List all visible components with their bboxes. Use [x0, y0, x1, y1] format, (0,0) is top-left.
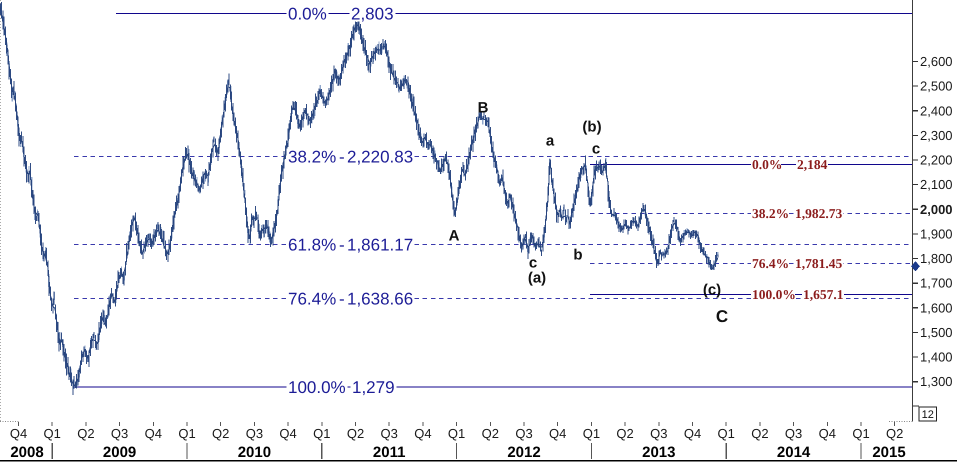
svg-text:Q1: Q1 [583, 426, 600, 441]
svg-text:1,400: 1,400 [920, 350, 953, 365]
svg-text:Q4: Q4 [819, 426, 836, 441]
svg-text:1,900: 1,900 [920, 226, 953, 241]
svg-text:Q1: Q1 [313, 426, 330, 441]
svg-text:-: - [339, 236, 345, 255]
svg-text:76.4%: 76.4% [288, 290, 336, 309]
svg-text:2,200: 2,200 [920, 153, 953, 168]
svg-text:1,861.17: 1,861.17 [347, 236, 413, 255]
svg-text:1,700: 1,700 [920, 276, 953, 291]
svg-text:Q2: Q2 [886, 426, 903, 441]
svg-text:Q3: Q3 [111, 426, 128, 441]
svg-text:1,638.66: 1,638.66 [347, 290, 413, 309]
svg-text:Q1: Q1 [44, 426, 61, 441]
svg-text:2009: 2009 [103, 444, 136, 461]
svg-text:1,279: 1,279 [352, 378, 395, 397]
svg-text:2,100: 2,100 [920, 177, 953, 192]
svg-text:c: c [592, 140, 600, 157]
svg-text:38.2%: 38.2% [288, 148, 336, 167]
svg-text:2008: 2008 [10, 444, 43, 461]
svg-text:2012: 2012 [507, 444, 540, 461]
svg-text:1,600: 1,600 [920, 300, 953, 315]
svg-text:Q1: Q1 [448, 426, 465, 441]
svg-text:Q4: Q4 [549, 426, 566, 441]
svg-text:12: 12 [922, 409, 934, 421]
svg-text:A: A [449, 227, 460, 244]
svg-text:0.0%: 0.0% [288, 5, 327, 24]
svg-text:2,803: 2,803 [351, 5, 394, 24]
svg-text:100.0%: 100.0% [752, 287, 796, 302]
svg-text:Q4: Q4 [414, 426, 431, 441]
svg-text:Q2: Q2 [212, 426, 229, 441]
svg-text:2,000: 2,000 [920, 202, 953, 217]
svg-text:38.2%: 38.2% [752, 206, 789, 221]
svg-text:a: a [546, 132, 555, 149]
svg-text:(b): (b) [582, 118, 601, 135]
svg-text:-: - [339, 290, 345, 309]
svg-text:Q3: Q3 [785, 426, 802, 441]
svg-text:Q1: Q1 [852, 426, 869, 441]
svg-text:Q4: Q4 [145, 426, 162, 441]
svg-text:1,300: 1,300 [920, 374, 953, 389]
svg-text:Q2: Q2 [77, 426, 94, 441]
svg-text:1,982.73: 1,982.73 [795, 206, 843, 221]
svg-text:Q2: Q2 [347, 426, 364, 441]
svg-text:Q3: Q3 [515, 426, 532, 441]
svg-text:2013: 2013 [642, 444, 675, 461]
svg-text:Q3: Q3 [650, 426, 667, 441]
svg-text:2011: 2011 [373, 444, 406, 461]
svg-text:2,400: 2,400 [920, 103, 953, 118]
svg-text:Q2: Q2 [482, 426, 499, 441]
svg-text:2010: 2010 [238, 444, 271, 461]
svg-text:0.0%: 0.0% [752, 157, 782, 172]
svg-text:(c): (c) [703, 281, 721, 298]
svg-text:c: c [529, 254, 537, 271]
svg-text:2015: 2015 [872, 444, 905, 461]
svg-text:Q3: Q3 [246, 426, 263, 441]
svg-text:1,500: 1,500 [920, 325, 953, 340]
svg-text:Q1: Q1 [718, 426, 735, 441]
svg-text:b: b [573, 246, 582, 263]
svg-text:Q1: Q1 [178, 426, 195, 441]
svg-text:(a): (a) [528, 269, 546, 286]
svg-text:2014: 2014 [777, 444, 811, 461]
svg-text:Q2: Q2 [751, 426, 768, 441]
svg-text:61.8%: 61.8% [288, 236, 336, 255]
svg-text:1,657.1: 1,657.1 [803, 287, 844, 302]
svg-text:2,500: 2,500 [920, 79, 953, 94]
svg-text:Q2: Q2 [616, 426, 633, 441]
svg-text:B: B [478, 99, 489, 116]
svg-text:2,300: 2,300 [920, 128, 953, 143]
svg-text:1,800: 1,800 [920, 251, 953, 266]
svg-text:76.4%: 76.4% [752, 256, 789, 271]
svg-text:2,184: 2,184 [797, 157, 828, 172]
svg-text:100.0%: 100.0% [288, 378, 346, 397]
svg-text:Q4: Q4 [684, 426, 701, 441]
svg-text:1,781.45: 1,781.45 [795, 256, 843, 271]
svg-text:C: C [716, 307, 728, 326]
svg-text:2,600: 2,600 [920, 54, 953, 69]
svg-text:Q4: Q4 [10, 426, 27, 441]
svg-text:Q3: Q3 [381, 426, 398, 441]
svg-text:-: - [339, 148, 345, 167]
svg-text:Q4: Q4 [279, 426, 296, 441]
svg-text:2,220.83: 2,220.83 [347, 148, 413, 167]
